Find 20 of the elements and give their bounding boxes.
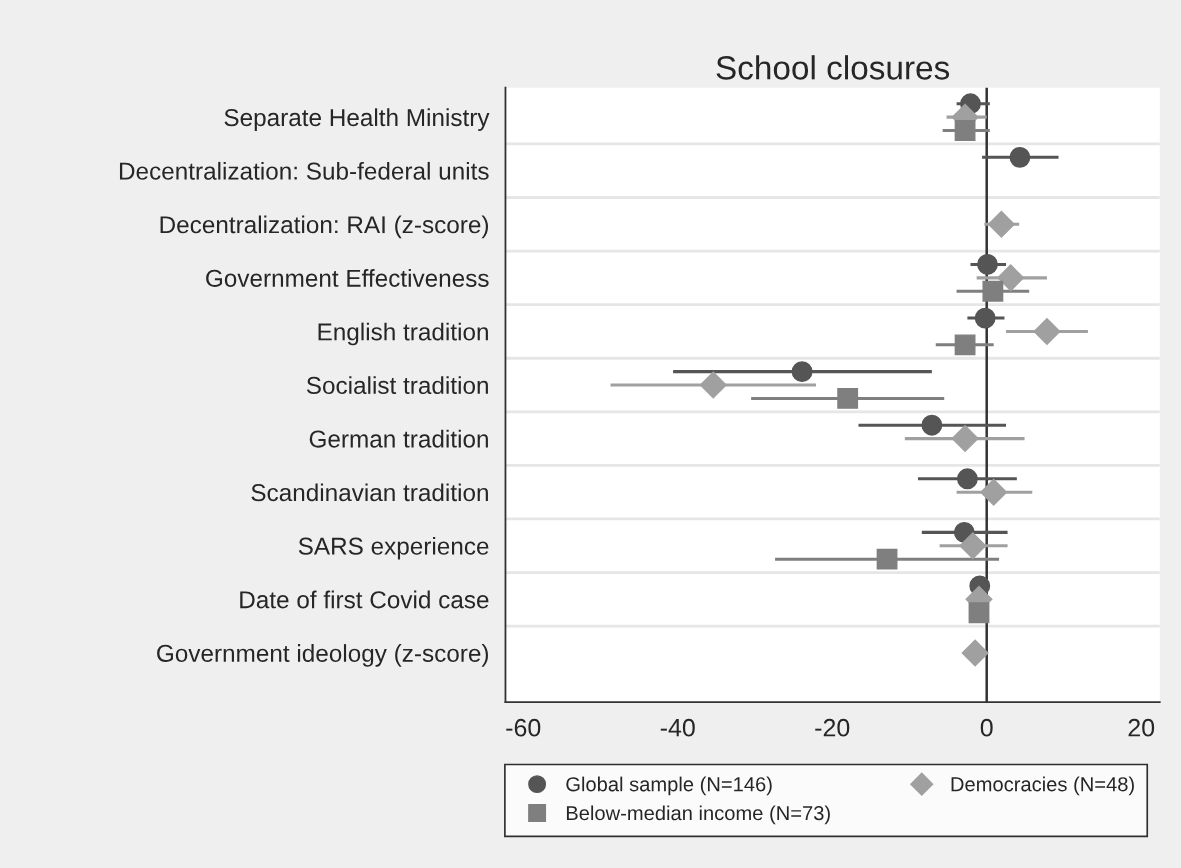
legend-label: Democracies (N=48) xyxy=(951,776,1134,796)
y-tick-label: Socialist tradition xyxy=(306,376,488,395)
y-tick-label: Government Effectiveness xyxy=(206,269,489,287)
y-tick-label: Decentralization: Sub-federal units xyxy=(119,161,489,180)
x-tick-label: -40 xyxy=(660,718,695,737)
y-tick-label: English tradition xyxy=(318,322,488,346)
x-tick-label: 20 xyxy=(1128,718,1155,737)
y-tick-label: Date of first Covid case xyxy=(240,590,489,609)
y-tick-label: Scandinavian tradition xyxy=(251,483,488,502)
y-tick-label: Separate Health Ministry xyxy=(224,108,490,131)
legend-label: Below-median income (N=73) xyxy=(566,805,830,825)
chart-title: School closures xyxy=(716,55,950,80)
y-tick-label: SARS experience xyxy=(298,536,489,560)
y-tick-label: Government ideology (z-score) xyxy=(157,644,489,667)
x-tick-label: -20 xyxy=(815,718,850,737)
x-tick-label: -60 xyxy=(506,718,541,737)
legend-label: Global sample (N=146) xyxy=(566,776,772,796)
y-tick-label: German tradition xyxy=(309,429,488,448)
x-tick-label: 0 xyxy=(980,718,993,737)
y-tick-label: Decentralization: RAI (z-score) xyxy=(160,215,488,239)
